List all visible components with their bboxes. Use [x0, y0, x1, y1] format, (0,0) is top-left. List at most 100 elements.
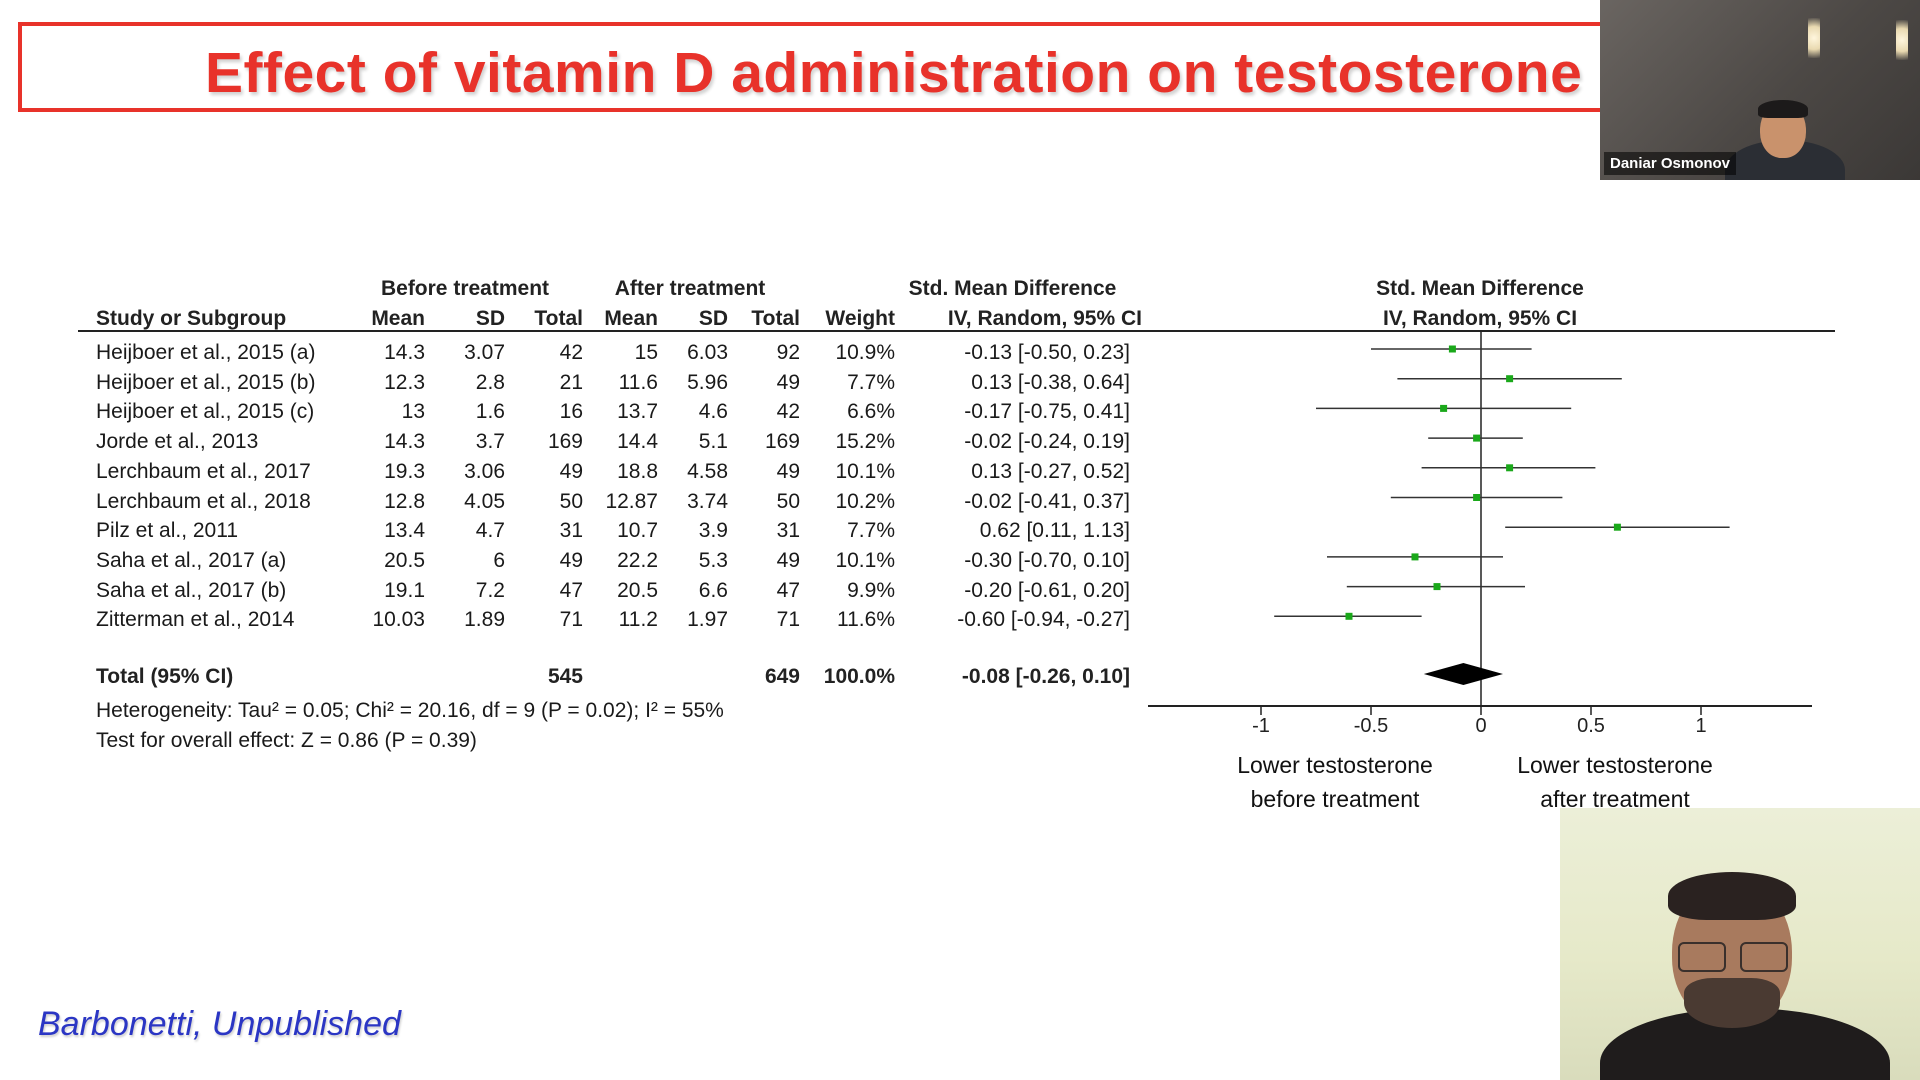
sd-after: 5.1	[698, 430, 728, 454]
point-estimate-marker	[1448, 345, 1456, 353]
mean-after: 13.7	[617, 400, 658, 424]
total-after: 649	[764, 665, 800, 688]
ci-value: -0.17 [-0.75, 0.41]	[964, 400, 1130, 424]
ci-value: 0.13 [-0.27, 0.52]	[971, 459, 1130, 483]
ci-value: -0.13 [-0.50, 0.23]	[964, 341, 1130, 364]
sd-after: 4.6	[698, 400, 728, 424]
point-estimate-marker	[1440, 404, 1448, 412]
participant-name-tag: Daniar Osmonov	[1604, 152, 1737, 175]
ci-value: -0.02 [-0.41, 0.37]	[964, 489, 1130, 513]
col-study: Study or Subgroup	[96, 307, 287, 330]
mean-after: 22.2	[617, 548, 658, 572]
ceiling-light	[1896, 20, 1908, 60]
header-after-treatment: After treatment	[614, 277, 766, 300]
mean-before: 14.3	[384, 430, 425, 454]
total-before: 49	[559, 459, 583, 483]
weight: 6.6%	[847, 400, 895, 424]
direction-label-right: Lower testosterone after treatment	[1485, 748, 1745, 816]
mean-after: 14.4	[617, 430, 658, 454]
citation: Barbonetti, Unpublished	[38, 1005, 401, 1043]
speaker-video-tile[interactable]	[1560, 808, 1920, 1080]
col-sd-after: SD	[698, 307, 728, 330]
mean-before: 14.3	[384, 341, 425, 364]
col-mean-after: Mean	[604, 307, 658, 330]
total-after: 42	[776, 400, 800, 424]
mean-before: 19.3	[384, 459, 425, 483]
study-name: Heijboer et al., 2015 (b)	[96, 370, 316, 394]
x-axis-tick-label: 0.5	[1577, 715, 1605, 737]
total-weight: 100.0%	[823, 665, 895, 688]
study-name: Saha et al., 2017 (b)	[96, 578, 287, 602]
mean-after: 15	[634, 341, 658, 364]
ceiling-light	[1808, 18, 1820, 58]
point-estimate-marker	[1411, 553, 1419, 561]
sd-after: 5.96	[687, 370, 728, 394]
direction-right-line2: after treatment	[1540, 786, 1690, 812]
x-axis-tick-label: -1	[1252, 715, 1270, 737]
sd-before: 4.7	[475, 519, 505, 543]
sd-before: 7.2	[475, 578, 505, 602]
point-estimate-marker	[1473, 494, 1481, 501]
study-name: Jorde et al., 2013	[96, 430, 259, 454]
mean-after: 12.87	[605, 489, 658, 513]
col-sd-before: SD	[475, 307, 505, 330]
mean-before: 12.3	[384, 370, 425, 394]
total-before: 169	[547, 430, 583, 454]
col-total-after: Total	[751, 307, 800, 330]
total-before: 31	[559, 519, 583, 543]
weight: 7.7%	[847, 370, 895, 394]
header-smd-column: Std. Mean Difference	[908, 277, 1117, 300]
participant-video-tile[interactable]: Daniar Osmonov	[1600, 0, 1920, 180]
mean-before: 13.4	[384, 519, 425, 543]
point-estimate-marker	[1506, 375, 1514, 383]
sd-before: 4.05	[464, 489, 505, 513]
x-axis-tick-label: 1	[1695, 715, 1706, 737]
mean-after: 11.6	[618, 370, 658, 394]
study-name: Heijboer et al., 2015 (a)	[96, 341, 316, 364]
sd-after: 3.74	[687, 489, 728, 513]
weight: 11.6%	[837, 608, 895, 632]
point-estimate-marker	[1433, 583, 1441, 591]
total-after: 49	[776, 548, 800, 572]
glasses-icon	[1740, 942, 1788, 972]
study-name: Pilz et al., 2011	[96, 519, 239, 543]
sd-before: 1.89	[464, 608, 505, 632]
point-estimate-marker	[1345, 612, 1353, 620]
total-before: 21	[559, 370, 583, 394]
col-total-before: Total	[534, 307, 583, 330]
sd-after: 3.9	[698, 519, 728, 543]
x-axis-tick-label: 0	[1475, 715, 1486, 737]
mean-after: 11.2	[618, 608, 658, 632]
total-after: 169	[764, 430, 800, 454]
mean-after: 20.5	[617, 578, 658, 602]
study-name: Lerchbaum et al., 2018	[96, 489, 311, 513]
total-after: 71	[776, 608, 800, 632]
ci-value: 0.62 [0.11, 1.13]	[979, 519, 1130, 543]
sd-after: 1.97	[687, 608, 728, 632]
participant-hair	[1758, 100, 1808, 118]
mean-before: 20.5	[384, 548, 425, 572]
total-before: 545	[547, 665, 583, 688]
total-ci: -0.08 [-0.26, 0.10]	[961, 665, 1130, 688]
point-estimate-marker	[1506, 464, 1514, 472]
study-name: Saha et al., 2017 (a)	[96, 548, 287, 572]
sd-after: 4.58	[687, 459, 728, 483]
point-estimate-marker	[1473, 434, 1481, 442]
total-before: 49	[559, 548, 583, 572]
total-after: 50	[776, 489, 800, 513]
overall-effect-test: Test for overall effect: Z = 0.86 (P = 0…	[96, 729, 477, 752]
speaker-hair	[1668, 872, 1796, 920]
sd-after: 5.3	[698, 548, 728, 572]
point-estimate-marker	[1613, 523, 1621, 531]
pooled-effect-diamond	[1423, 663, 1503, 685]
weight: 15.2%	[835, 430, 895, 454]
header-rule	[78, 330, 1835, 332]
total-before: 71	[559, 608, 583, 632]
total-after: 31	[776, 519, 800, 543]
ci-value: -0.20 [-0.61, 0.20]	[964, 578, 1130, 602]
x-axis-tick-label: -0.5	[1354, 715, 1388, 737]
mean-after: 10.7	[617, 519, 658, 543]
glasses-icon	[1678, 942, 1726, 972]
